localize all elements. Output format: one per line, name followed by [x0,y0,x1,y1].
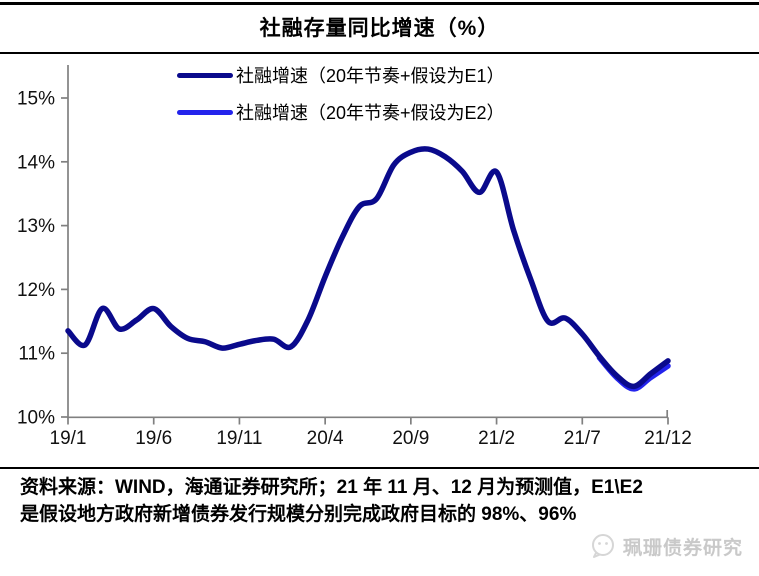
x-tick-label: 21/7 [564,428,601,449]
y-tick-label: 11% [18,344,55,365]
chart-plot: 10% 11% 12% 13% 14% 15% 19/1 19/6 19/11 20/4 20/9 2… [17,65,692,449]
source-note-line2: 是假设地方政府新增债券发行规模分别完成政府目标的 98%、96% [20,504,577,525]
x-tick-label: 19/11 [216,428,262,449]
source-note: 资料来源：WIND，海通证券研究所；21 年 11 月、12 月为预测值，E1\… [20,474,745,528]
y-tick-label: 10% [17,408,55,429]
x-tick-label: 21/2 [478,428,515,449]
title-divider [0,52,759,54]
legend-item-e1: 社融增速（20年节奏+假设为E1） [177,63,505,87]
source-note-line1: 资料来源：WIND，海通证券研究所；21 年 11 月、12 月为预测值，E1\… [20,477,643,498]
legend-item-e2: 社融增速（20年节奏+假设为E2） [177,100,505,124]
x-tick-label: 20/9 [392,428,429,449]
y-tick-label: 13% [17,216,55,237]
legend-label-e1: 社融增速（20年节奏+假设为E1） [236,66,505,86]
chart-title: 社融存量同比增速（%） [259,17,500,40]
legend: 社融增速（20年节奏+假设为E1） 社融增速（20年节奏+假设为E2） [177,63,505,137]
series-line-e1 [65,146,671,390]
watermark: 珮珊债券研究 [589,532,743,560]
wechat-icon [591,534,614,558]
x-tick-label: 20/4 [307,428,344,449]
y-tick-label: 15% [17,89,55,110]
top-border [0,2,759,5]
y-tick-label: 12% [17,280,55,301]
x-tick-label: 21/12 [644,428,692,449]
e2-line-swatch [177,109,233,115]
watermark-text: 珮珊债券研究 [622,537,743,559]
x-tick-label: 19/6 [135,428,172,449]
legend-label-e2: 社融增速（20年节奏+假设为E2） [236,103,505,123]
e1-line-swatch [177,72,233,78]
footer-divider [0,467,759,469]
x-tick-label: 19/1 [50,428,87,449]
y-tick-label: 14% [17,152,55,173]
